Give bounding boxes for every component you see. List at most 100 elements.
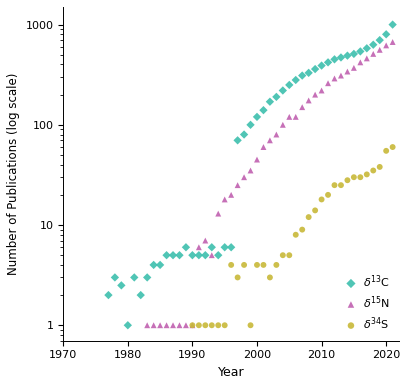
$\delta^{34}$S: [279, 252, 286, 258]
$\delta^{13}$C: [222, 244, 228, 251]
$\delta^{13}$C: [357, 48, 364, 54]
$\delta^{15}$N: [331, 75, 338, 81]
$\delta^{15}$N: [234, 182, 241, 188]
$\delta^{34}$S: [293, 232, 299, 238]
$\delta^{13}$C: [247, 122, 254, 128]
$\delta^{34}$S: [228, 262, 235, 268]
$\delta^{15}$N: [325, 80, 331, 86]
$\delta^{15}$N: [389, 39, 396, 45]
$\delta^{15}$N: [189, 322, 196, 328]
$\delta^{15}$N: [215, 210, 222, 217]
$\delta^{15}$N: [306, 97, 312, 103]
$\delta^{13}$C: [338, 54, 344, 61]
Y-axis label: Number of Publications (log scale): Number of Publications (log scale): [7, 73, 20, 275]
$\delta^{34}$S: [189, 322, 196, 328]
$\delta^{15}$N: [293, 114, 299, 120]
$\delta^{15}$N: [286, 114, 293, 120]
$\delta^{13}$C: [124, 322, 131, 328]
$\delta^{34}$S: [338, 182, 344, 188]
$\delta^{13}$C: [325, 59, 331, 66]
$\delta^{13}$C: [112, 274, 118, 281]
$\delta^{13}$C: [183, 244, 189, 251]
$\delta^{34}$S: [260, 262, 267, 268]
$\delta^{13}$C: [234, 137, 241, 144]
$\delta^{15}$N: [144, 322, 151, 328]
$\delta^{13}$C: [202, 252, 208, 258]
$\delta^{13}$C: [331, 56, 338, 63]
$\delta^{15}$N: [312, 91, 318, 98]
$\delta^{13}$C: [176, 252, 183, 258]
$\delta^{13}$C: [195, 252, 202, 258]
$\delta^{13}$C: [163, 252, 170, 258]
$\delta^{13}$C: [151, 262, 157, 268]
$\delta^{34}$S: [247, 322, 254, 328]
$\delta^{13}$C: [144, 274, 151, 281]
$\delta^{15}$N: [357, 59, 364, 66]
$\delta^{15}$N: [170, 322, 176, 328]
$\delta^{13}$C: [131, 274, 137, 281]
$\delta^{34}$S: [350, 174, 357, 180]
$\delta^{13}$C: [364, 45, 370, 51]
$\delta^{15}$N: [254, 156, 260, 163]
$\delta^{15}$N: [273, 132, 279, 138]
$\delta^{13}$C: [273, 94, 279, 100]
$\delta^{15}$N: [176, 322, 183, 328]
$\delta^{15}$N: [202, 237, 208, 244]
$\delta^{34}$S: [195, 322, 202, 328]
$\delta^{34}$S: [306, 214, 312, 220]
$\delta^{13}$C: [279, 87, 286, 93]
$\delta^{15}$N: [222, 196, 228, 203]
$\delta^{13}$C: [318, 63, 325, 69]
$\delta^{15}$N: [318, 87, 325, 93]
$\delta^{34}$S: [318, 196, 325, 203]
$\delta^{15}$N: [344, 68, 351, 74]
$\delta^{34}$S: [364, 171, 370, 178]
$\delta^{15}$N: [299, 104, 306, 110]
$\delta^{15}$N: [260, 144, 267, 150]
$\delta^{13}$C: [105, 292, 112, 298]
$\delta^{13}$C: [228, 244, 235, 251]
$\delta^{13}$C: [157, 262, 163, 268]
$\delta^{34}$S: [286, 252, 293, 258]
$\delta^{34}$S: [389, 144, 396, 150]
$\delta^{34}$S: [254, 262, 260, 268]
$\delta^{34}$S: [299, 227, 306, 233]
$\delta^{15}$N: [267, 137, 273, 144]
$\delta^{15}$N: [241, 174, 247, 180]
$\delta^{15}$N: [157, 322, 163, 328]
$\delta^{13}$C: [299, 73, 306, 79]
$\delta^{34}$S: [377, 164, 383, 170]
$\delta^{34}$S: [215, 322, 222, 328]
$\delta^{15}$N: [350, 65, 357, 71]
$\delta^{15}$N: [377, 47, 383, 53]
$\delta^{13}$C: [370, 42, 377, 48]
$\delta^{13}$C: [118, 282, 124, 288]
$\delta^{13}$C: [350, 51, 357, 57]
$\delta^{13}$C: [215, 252, 222, 258]
$\delta^{13}$C: [260, 107, 267, 113]
$\delta^{34}$S: [312, 207, 318, 213]
$\delta^{15}$N: [163, 322, 170, 328]
$\delta^{13}$C: [383, 31, 390, 37]
$\delta^{15}$N: [383, 42, 390, 49]
$\delta^{34}$S: [357, 174, 364, 180]
$\delta^{15}$N: [228, 192, 235, 198]
$\delta^{34}$S: [202, 322, 208, 328]
$\delta^{13}$C: [189, 252, 196, 258]
$\delta^{34}$S: [222, 322, 228, 328]
X-axis label: Year: Year: [218, 366, 244, 379]
$\delta^{13}$C: [208, 244, 215, 251]
$\delta^{34}$S: [208, 322, 215, 328]
$\delta^{13}$C: [312, 66, 318, 72]
$\delta^{13}$C: [389, 22, 396, 28]
$\delta^{13}$C: [377, 37, 383, 43]
$\delta^{34}$S: [234, 274, 241, 281]
$\delta^{15}$N: [338, 73, 344, 79]
$\delta^{13}$C: [254, 114, 260, 120]
$\delta^{34}$S: [267, 274, 273, 281]
$\delta^{34}$S: [331, 182, 338, 188]
$\delta^{13}$C: [267, 99, 273, 105]
$\delta^{34}$S: [383, 148, 390, 154]
$\delta^{15}$N: [151, 322, 157, 328]
$\delta^{34}$S: [370, 168, 377, 174]
